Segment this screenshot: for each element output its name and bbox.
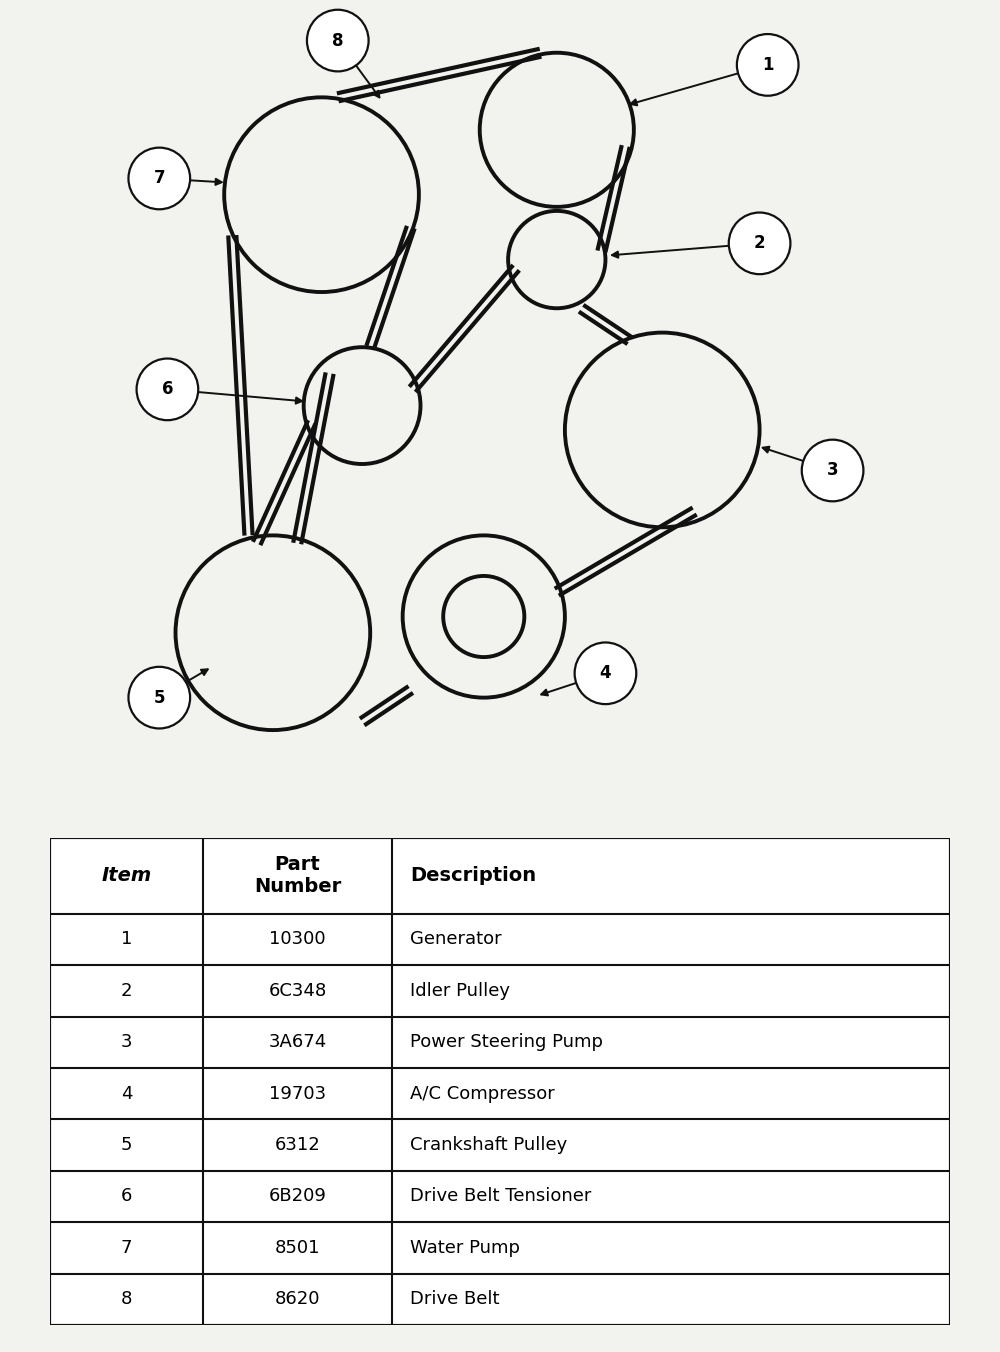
Circle shape [137, 358, 198, 420]
Text: 5: 5 [121, 1136, 132, 1155]
Text: 6: 6 [121, 1187, 132, 1206]
Text: Part
Number: Part Number [254, 856, 341, 896]
Text: 10300: 10300 [269, 930, 326, 948]
Circle shape [802, 439, 863, 502]
Circle shape [307, 9, 369, 72]
Circle shape [729, 212, 790, 274]
Text: 1: 1 [121, 930, 132, 948]
Text: 4: 4 [600, 664, 611, 683]
Text: 3: 3 [827, 461, 838, 480]
Circle shape [575, 642, 636, 704]
Text: 8: 8 [121, 1290, 132, 1309]
Text: 3A674: 3A674 [268, 1033, 327, 1052]
Text: Idler Pulley: Idler Pulley [410, 982, 510, 999]
Text: Water Pump: Water Pump [410, 1238, 520, 1257]
Text: 2: 2 [121, 982, 132, 999]
Text: Generator: Generator [410, 930, 502, 948]
Text: 6C348: 6C348 [268, 982, 327, 999]
Text: 4: 4 [121, 1084, 132, 1103]
Text: A/C Compressor: A/C Compressor [410, 1084, 555, 1103]
Text: 19703: 19703 [269, 1084, 326, 1103]
Text: 2: 2 [754, 234, 765, 253]
Text: Drive Belt Tensioner: Drive Belt Tensioner [410, 1187, 591, 1206]
Circle shape [128, 667, 190, 729]
Text: 3: 3 [121, 1033, 132, 1052]
Text: 6B209: 6B209 [269, 1187, 326, 1206]
Text: 6: 6 [162, 380, 173, 399]
Circle shape [128, 147, 190, 210]
Text: 5: 5 [154, 688, 165, 707]
Text: 8501: 8501 [275, 1238, 320, 1257]
Text: 6312: 6312 [275, 1136, 320, 1155]
Text: Crankshaft Pulley: Crankshaft Pulley [410, 1136, 567, 1155]
Text: 7: 7 [121, 1238, 132, 1257]
Text: Item: Item [101, 867, 152, 886]
Text: Drive Belt: Drive Belt [410, 1290, 500, 1309]
Text: 8: 8 [332, 31, 344, 50]
Text: 1: 1 [762, 55, 773, 74]
Text: 8620: 8620 [275, 1290, 320, 1309]
Text: Description: Description [410, 867, 536, 886]
Text: Power Steering Pump: Power Steering Pump [410, 1033, 603, 1052]
Text: 7: 7 [153, 169, 165, 188]
Circle shape [737, 34, 799, 96]
